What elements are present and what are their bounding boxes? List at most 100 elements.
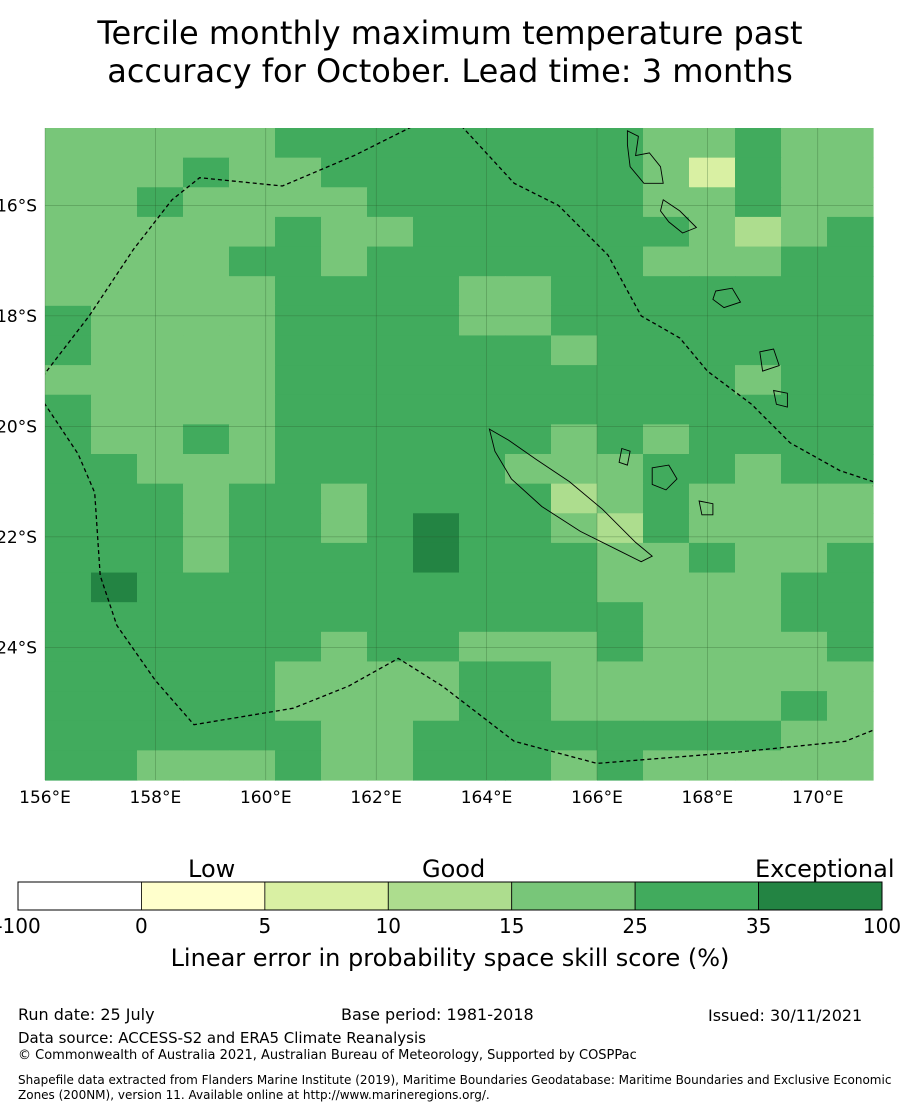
heatmap-cell bbox=[781, 187, 828, 218]
heatmap-cell bbox=[827, 335, 874, 366]
heatmap-cell bbox=[827, 542, 874, 574]
heatmap-cell bbox=[229, 365, 276, 396]
heatmap-cell bbox=[137, 157, 184, 188]
heatmap-cell bbox=[689, 305, 736, 337]
heatmap-cell bbox=[137, 365, 184, 396]
title-line-2: accuracy for October. Lead time: 3 month… bbox=[107, 52, 793, 90]
heatmap-cell bbox=[91, 394, 138, 425]
heatmap-cell bbox=[91, 157, 138, 188]
heatmap-cell bbox=[459, 187, 506, 218]
heatmap-cell bbox=[689, 631, 736, 663]
heatmap-cell bbox=[689, 454, 736, 485]
heatmap-cell bbox=[321, 305, 368, 337]
heatmap-cell bbox=[689, 661, 736, 692]
heatmap-cell bbox=[781, 305, 828, 337]
heatmap-cell bbox=[45, 720, 92, 751]
heatmap-cell bbox=[735, 394, 782, 425]
heatmap-cell bbox=[45, 157, 92, 188]
shapefile-credit: Shapefile data extracted from Flanders M… bbox=[18, 1073, 898, 1103]
heatmap-cell bbox=[827, 365, 874, 396]
heatmap-cell bbox=[597, 424, 644, 455]
heatmap-cell bbox=[45, 572, 92, 603]
data-source: Data source: ACCESS-S2 and ERA5 Climate … bbox=[18, 1029, 426, 1047]
heatmap-cell bbox=[367, 394, 414, 425]
heatmap-cell bbox=[459, 394, 506, 425]
heatmap-cell bbox=[229, 750, 276, 781]
heatmap-cell bbox=[91, 335, 138, 366]
heatmap-cell bbox=[183, 424, 230, 455]
heatmap-cell bbox=[643, 602, 690, 633]
heatmap-cell bbox=[459, 305, 506, 337]
colorbar-swatch bbox=[511, 881, 636, 911]
island-outline bbox=[618, 447, 631, 466]
heatmap-cell bbox=[183, 661, 230, 692]
heatmap-cell bbox=[689, 394, 736, 425]
heatmap-cell bbox=[459, 483, 506, 514]
heatmap-cell bbox=[827, 513, 874, 544]
heatmap-cell bbox=[45, 128, 92, 159]
heatmap-cell bbox=[643, 454, 690, 485]
heatmap-cell bbox=[275, 720, 322, 751]
heatmap-cell bbox=[45, 454, 92, 485]
heatmap-cell bbox=[735, 454, 782, 485]
heatmap-cell bbox=[91, 216, 138, 248]
heatmap-cell bbox=[229, 513, 276, 544]
heatmap-cell bbox=[689, 750, 736, 781]
heatmap-cell bbox=[459, 691, 506, 722]
colorbar-tick-label: 100 bbox=[863, 914, 900, 938]
shapefile-credit-line-2: Zones (200NM), version 11. Available onl… bbox=[18, 1088, 490, 1102]
heatmap-cell bbox=[367, 602, 414, 633]
heatmap-cell bbox=[45, 365, 92, 396]
heatmap-cell bbox=[91, 602, 138, 633]
map-gridlines bbox=[44, 128, 873, 780]
heatmap-cell bbox=[183, 750, 230, 781]
heatmap-cell bbox=[413, 246, 460, 277]
heatmap-cell bbox=[597, 750, 644, 781]
heatmap-cell bbox=[505, 483, 552, 514]
colorbar-tick-label: 10 bbox=[376, 914, 401, 938]
heatmap-cell bbox=[781, 394, 828, 425]
heatmap-cell bbox=[505, 602, 552, 633]
heatmap-cell bbox=[183, 631, 230, 663]
lon-tick-label: 170°E bbox=[792, 788, 844, 808]
skill-score-heatmap bbox=[45, 128, 874, 781]
heatmap-cell bbox=[275, 483, 322, 514]
heatmap-cell bbox=[413, 542, 460, 574]
heatmap-cell bbox=[735, 424, 782, 455]
heatmap-cell bbox=[551, 750, 598, 781]
heatmap-cell bbox=[505, 128, 552, 159]
heatmap-cell bbox=[183, 483, 230, 514]
heatmap-cell bbox=[597, 720, 644, 751]
heatmap-cell bbox=[413, 454, 460, 485]
colorbar-label: Linear error in probability space skill … bbox=[170, 944, 730, 972]
heatmap-cell bbox=[367, 157, 414, 188]
heatmap-cell bbox=[45, 661, 92, 692]
colorbar-swatch bbox=[387, 881, 513, 911]
heatmap-cell bbox=[229, 572, 276, 603]
heatmap-cell bbox=[505, 720, 552, 751]
heatmap-cell bbox=[137, 720, 184, 751]
heatmap-cell bbox=[643, 483, 690, 514]
heatmap-cell bbox=[321, 631, 368, 663]
heatmap-cell bbox=[827, 750, 874, 781]
heatmap-cell bbox=[275, 216, 322, 248]
latitude-tick-labels: 16°S 18°S 20°S 22°S 24°S bbox=[0, 196, 37, 658]
heatmap-cell bbox=[827, 276, 874, 307]
heatmap-cell bbox=[229, 542, 276, 574]
island-outline bbox=[698, 500, 714, 516]
heatmap-cell bbox=[413, 661, 460, 692]
heatmap-cell bbox=[597, 276, 644, 307]
heatmap-cell bbox=[459, 276, 506, 307]
heatmap-cell bbox=[827, 187, 874, 218]
heatmap-cell bbox=[689, 483, 736, 514]
heatmap-cell bbox=[367, 276, 414, 307]
eez-boundary-line bbox=[45, 128, 873, 765]
heatmap-cell bbox=[183, 542, 230, 574]
heatmap-cell bbox=[643, 276, 690, 307]
heatmap-cell bbox=[183, 572, 230, 603]
heatmap-cell bbox=[505, 187, 552, 218]
heatmap-cell bbox=[45, 542, 92, 574]
heatmap-cell bbox=[229, 128, 276, 159]
colorbar-frame bbox=[17, 881, 883, 911]
